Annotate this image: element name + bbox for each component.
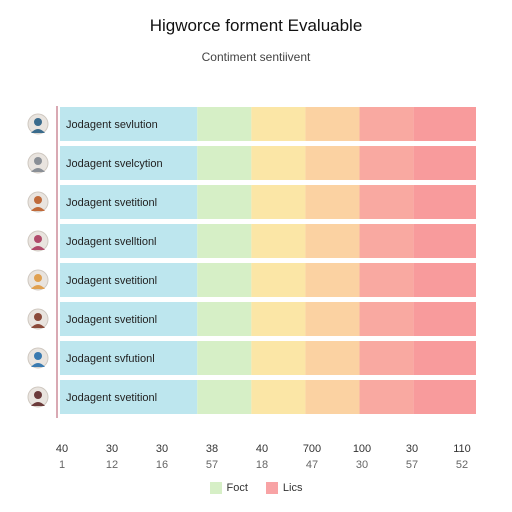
legend-label-lics: Lics bbox=[282, 482, 303, 494]
x-tick-bottom-4: 57 bbox=[206, 459, 218, 471]
row-3-segment-5 bbox=[359, 185, 414, 219]
legend-item-foct: Foct bbox=[209, 482, 248, 494]
x-tick-top-8: 30 bbox=[406, 443, 418, 455]
row-8-segment-6 bbox=[413, 380, 476, 414]
x-tick-bottom-3: 16 bbox=[156, 459, 168, 471]
row-label-3: Jodagent svetitionl bbox=[66, 197, 157, 209]
row-2-segment-3 bbox=[251, 146, 306, 180]
x-tick-top-9: 110 bbox=[453, 443, 471, 455]
row-5-segment-6 bbox=[413, 263, 476, 297]
row-6-segment-1 bbox=[60, 302, 198, 336]
row-7-segment-6 bbox=[413, 341, 476, 375]
row-7-segment-5 bbox=[359, 341, 414, 375]
row-6-segment-2 bbox=[197, 302, 252, 336]
x-tick-top-3: 30 bbox=[156, 443, 168, 455]
avatar-icon bbox=[27, 308, 49, 330]
x-tick-bottom-6: 47 bbox=[306, 459, 318, 471]
legend-swatch-foct bbox=[209, 482, 222, 494]
row-5-segment-1 bbox=[60, 263, 198, 297]
chart-legend: Foct Lics bbox=[0, 482, 512, 494]
row-label-7: Jodagent svfutionl bbox=[66, 353, 155, 365]
avatar-icon bbox=[27, 191, 49, 213]
row-1-segment-4 bbox=[305, 107, 360, 141]
row-2-segment-4 bbox=[305, 146, 360, 180]
x-tick-top-2: 30 bbox=[106, 443, 118, 455]
row-label-8: Jodagent svetitionl bbox=[66, 392, 157, 404]
x-tick-top-7: 100 bbox=[353, 443, 371, 455]
row-6-segment-5 bbox=[359, 302, 414, 336]
row-label-1: Jodagent sevlution bbox=[66, 119, 158, 131]
chart-subtitle: Contiment sentiivent bbox=[201, 50, 311, 64]
x-tick-top-4: 38 bbox=[206, 443, 218, 455]
row-4-segment-4 bbox=[305, 224, 360, 258]
row-3-segment-3 bbox=[251, 185, 306, 219]
avatar-icon bbox=[27, 269, 49, 291]
row-4-segment-5 bbox=[359, 224, 414, 258]
row-3-segment-6 bbox=[413, 185, 476, 219]
avatar-icon bbox=[27, 113, 49, 135]
row-1-segment-6 bbox=[413, 107, 476, 141]
x-tick-top-1: 40 bbox=[56, 443, 68, 455]
chart-title: Higworce forment Evaluable bbox=[149, 16, 363, 35]
axis-divider bbox=[56, 106, 58, 418]
row-1-segment-5 bbox=[359, 107, 414, 141]
x-tick-bottom-9: 52 bbox=[456, 459, 468, 471]
x-tick-top-6: 700 bbox=[303, 443, 321, 455]
row-6-segment-4 bbox=[305, 302, 360, 336]
row-2-segment-2 bbox=[197, 146, 252, 180]
legend-swatch-lics bbox=[265, 482, 278, 494]
row-5-segment-4 bbox=[305, 263, 360, 297]
row-8-segment-4 bbox=[305, 380, 360, 414]
x-tick-bottom-7: 30 bbox=[356, 459, 368, 471]
row-label-4: Jodagent svelltionl bbox=[66, 236, 157, 248]
row-3-segment-4 bbox=[305, 185, 360, 219]
row-3-segment-1 bbox=[60, 185, 198, 219]
row-3-segment-2 bbox=[197, 185, 252, 219]
row-2-segment-5 bbox=[359, 146, 414, 180]
row-6-segment-6 bbox=[413, 302, 476, 336]
row-1-segment-2 bbox=[197, 107, 252, 141]
avatar-icon bbox=[27, 230, 49, 252]
legend-item-lics: Lics bbox=[265, 482, 303, 494]
x-tick-bottom-2: 12 bbox=[106, 459, 118, 471]
x-tick-bottom-1: 1 bbox=[59, 459, 65, 471]
row-7-segment-1 bbox=[60, 341, 198, 375]
row-label-2: Jodagent svelcytion bbox=[66, 158, 163, 170]
avatar-icon bbox=[27, 347, 49, 369]
row-1-segment-1 bbox=[60, 107, 198, 141]
row-2-segment-1 bbox=[60, 146, 198, 180]
row-4-segment-6 bbox=[413, 224, 476, 258]
row-7-segment-4 bbox=[305, 341, 360, 375]
row-2-segment-6 bbox=[413, 146, 476, 180]
legend-label-foct: Foct bbox=[226, 482, 248, 494]
row-8-segment-3 bbox=[251, 380, 306, 414]
x-tick-bottom-8: 57 bbox=[406, 459, 418, 471]
row-5-segment-3 bbox=[251, 263, 306, 297]
row-8-segment-1 bbox=[60, 380, 198, 414]
row-4-segment-1 bbox=[60, 224, 198, 258]
row-8-segment-2 bbox=[197, 380, 252, 414]
row-4-segment-3 bbox=[251, 224, 306, 258]
row-7-segment-2 bbox=[197, 341, 252, 375]
row-7-segment-3 bbox=[251, 341, 306, 375]
x-tick-bottom-5: 18 bbox=[256, 459, 268, 471]
avatar-icon bbox=[27, 152, 49, 174]
row-5-segment-2 bbox=[197, 263, 252, 297]
row-1-segment-3 bbox=[251, 107, 306, 141]
row-label-5: Jodagent svetitionl bbox=[66, 275, 157, 287]
row-5-segment-5 bbox=[359, 263, 414, 297]
x-tick-top-5: 40 bbox=[256, 443, 268, 455]
row-label-6: Jodagent svetitionl bbox=[66, 314, 157, 326]
row-6-segment-3 bbox=[251, 302, 306, 336]
row-4-segment-2 bbox=[197, 224, 252, 258]
avatar-icon bbox=[27, 386, 49, 408]
row-8-segment-5 bbox=[359, 380, 414, 414]
